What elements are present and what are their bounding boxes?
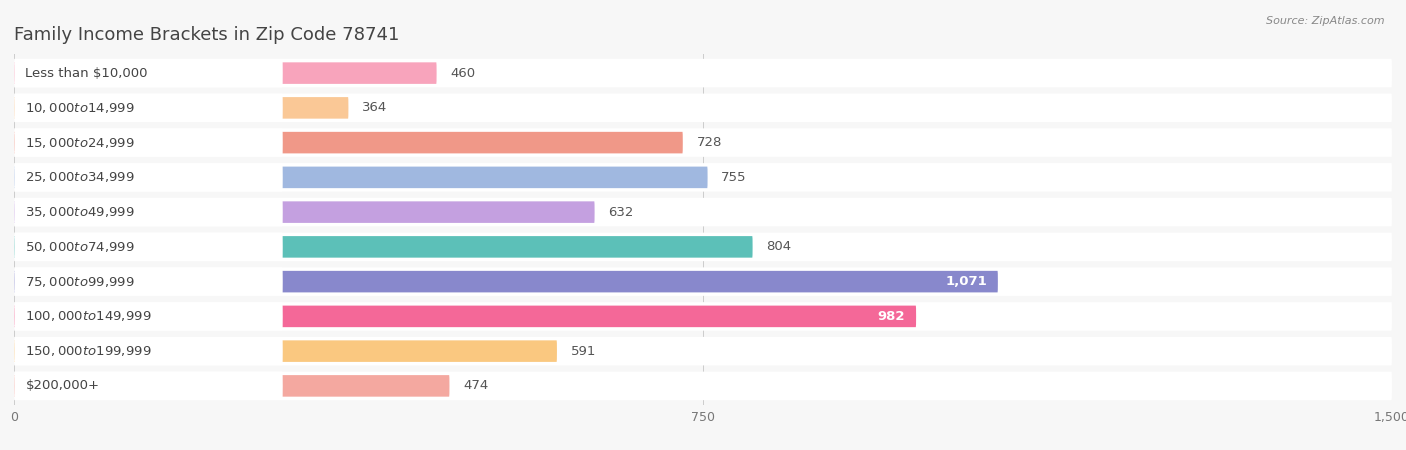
FancyBboxPatch shape (14, 94, 283, 122)
Text: $50,000 to $74,999: $50,000 to $74,999 (25, 240, 135, 254)
Text: $15,000 to $24,999: $15,000 to $24,999 (25, 135, 135, 149)
Text: $200,000+: $200,000+ (25, 379, 100, 392)
Text: 591: 591 (571, 345, 596, 358)
FancyBboxPatch shape (14, 267, 1392, 296)
FancyBboxPatch shape (14, 94, 1392, 122)
FancyBboxPatch shape (14, 198, 1392, 226)
FancyBboxPatch shape (14, 267, 283, 296)
FancyBboxPatch shape (14, 340, 557, 362)
FancyBboxPatch shape (14, 233, 283, 261)
Text: 804: 804 (766, 240, 792, 253)
FancyBboxPatch shape (14, 201, 595, 223)
Text: Family Income Brackets in Zip Code 78741: Family Income Brackets in Zip Code 78741 (14, 26, 399, 44)
FancyBboxPatch shape (14, 128, 283, 157)
FancyBboxPatch shape (14, 271, 998, 292)
Text: 982: 982 (877, 310, 905, 323)
Text: Source: ZipAtlas.com: Source: ZipAtlas.com (1267, 16, 1385, 26)
Text: $10,000 to $14,999: $10,000 to $14,999 (25, 101, 135, 115)
FancyBboxPatch shape (14, 128, 1392, 157)
FancyBboxPatch shape (14, 163, 283, 192)
Text: $75,000 to $99,999: $75,000 to $99,999 (25, 274, 135, 288)
FancyBboxPatch shape (14, 163, 1392, 192)
FancyBboxPatch shape (14, 198, 283, 226)
Text: 364: 364 (363, 101, 388, 114)
FancyBboxPatch shape (14, 302, 1392, 331)
FancyBboxPatch shape (14, 306, 917, 327)
FancyBboxPatch shape (14, 166, 707, 188)
Text: 460: 460 (450, 67, 475, 80)
FancyBboxPatch shape (14, 59, 283, 87)
FancyBboxPatch shape (14, 372, 283, 400)
Text: 728: 728 (696, 136, 721, 149)
Text: $100,000 to $149,999: $100,000 to $149,999 (25, 310, 152, 324)
Text: 1,071: 1,071 (945, 275, 987, 288)
Text: 755: 755 (721, 171, 747, 184)
FancyBboxPatch shape (14, 372, 1392, 400)
FancyBboxPatch shape (14, 375, 450, 396)
Text: 632: 632 (609, 206, 634, 219)
FancyBboxPatch shape (14, 63, 437, 84)
Text: $35,000 to $49,999: $35,000 to $49,999 (25, 205, 135, 219)
Text: Less than $10,000: Less than $10,000 (25, 67, 148, 80)
Text: $25,000 to $34,999: $25,000 to $34,999 (25, 171, 135, 184)
FancyBboxPatch shape (14, 302, 283, 331)
FancyBboxPatch shape (14, 233, 1392, 261)
FancyBboxPatch shape (14, 132, 683, 153)
Text: $150,000 to $199,999: $150,000 to $199,999 (25, 344, 152, 358)
FancyBboxPatch shape (14, 337, 283, 365)
FancyBboxPatch shape (14, 59, 1392, 87)
Text: 474: 474 (463, 379, 488, 392)
FancyBboxPatch shape (14, 236, 752, 258)
FancyBboxPatch shape (14, 337, 1392, 365)
FancyBboxPatch shape (14, 97, 349, 119)
